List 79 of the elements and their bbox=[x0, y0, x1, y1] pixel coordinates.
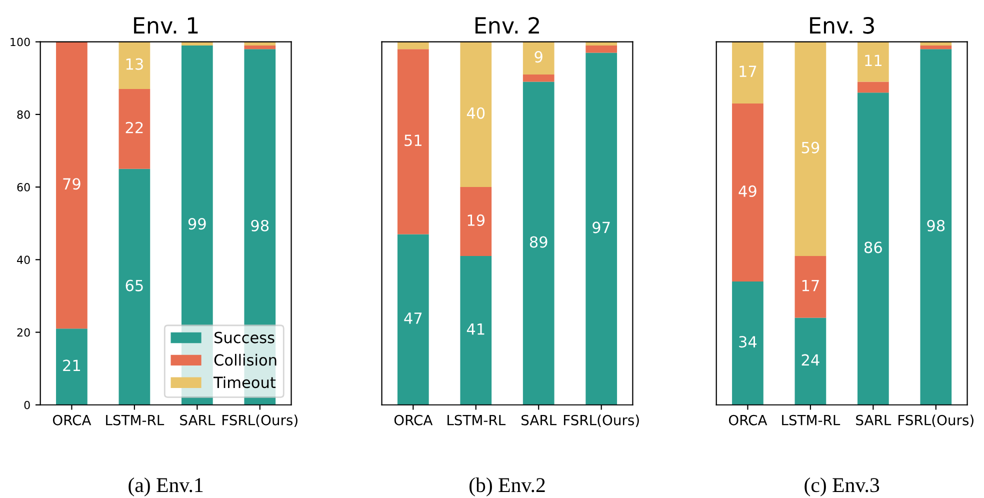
y-tick-label: 40 bbox=[17, 256, 30, 264]
bar bbox=[118, 42, 150, 90]
bar bbox=[460, 187, 492, 256]
bar bbox=[920, 45, 952, 50]
x-tick-label: FSRL(Ours) bbox=[898, 414, 974, 427]
x-tick-label: SARL bbox=[522, 414, 557, 426]
y-tick-label: 60 bbox=[17, 183, 30, 192]
legend-label: Timeout bbox=[213, 376, 276, 388]
data-label: 21 bbox=[63, 360, 80, 371]
bar bbox=[794, 318, 826, 405]
x-tick-label: ORCA bbox=[728, 414, 768, 426]
x-tick-label: LSTM-RL bbox=[106, 414, 164, 426]
data-label: 19 bbox=[468, 214, 485, 226]
x-tick-label: LSTM-RL bbox=[448, 414, 506, 426]
data-label: 13 bbox=[126, 58, 143, 70]
text: (c) Env.3 bbox=[804, 477, 880, 496]
bar bbox=[460, 256, 492, 405]
data-label: 89 bbox=[530, 236, 548, 248]
bar bbox=[586, 45, 618, 53]
x-tick-label: SARL bbox=[180, 414, 216, 426]
x-tick-label: LSTM-RL bbox=[782, 414, 840, 426]
bar bbox=[522, 42, 554, 75]
chart-title: Env. 3 bbox=[810, 17, 874, 34]
data-label: 17 bbox=[802, 280, 819, 292]
bar bbox=[397, 234, 429, 405]
data-label: 11 bbox=[865, 54, 882, 66]
y-tick-label: 20 bbox=[17, 328, 30, 337]
data-label: 59 bbox=[802, 142, 820, 154]
bar bbox=[56, 328, 88, 405]
bar bbox=[857, 42, 889, 82]
data-label: 97 bbox=[592, 222, 610, 234]
legend-label: Collision bbox=[214, 354, 276, 366]
bar bbox=[732, 281, 764, 405]
y-tick-label: 0 bbox=[24, 400, 30, 410]
y-tick-label: 80 bbox=[17, 110, 30, 119]
data-label: 41 bbox=[466, 324, 484, 335]
x-tick-label: FSRL(Ours) bbox=[222, 414, 298, 427]
data-label: 9 bbox=[534, 51, 542, 63]
x-tick-label: ORCA bbox=[394, 414, 433, 426]
data-label: 98 bbox=[251, 220, 269, 232]
data-label: 86 bbox=[864, 242, 882, 254]
chart-title: Env. 1 bbox=[134, 17, 198, 34]
bar bbox=[857, 92, 889, 405]
bar bbox=[397, 49, 429, 234]
data-label: 22 bbox=[126, 122, 143, 134]
data-label: 40 bbox=[466, 107, 485, 119]
data-label: 79 bbox=[63, 178, 80, 190]
x-tick-label: SARL bbox=[856, 414, 892, 426]
y-tick-label: 100 bbox=[10, 38, 30, 46]
bar bbox=[118, 89, 150, 169]
x-tick-label: ORCA bbox=[52, 414, 92, 426]
bar bbox=[920, 49, 952, 405]
bar bbox=[522, 82, 554, 405]
x-tick-label: FSRL(Ours) bbox=[564, 414, 639, 427]
bar bbox=[244, 45, 276, 50]
bar bbox=[522, 74, 554, 82]
bar bbox=[56, 42, 88, 329]
bar bbox=[794, 256, 826, 318]
bar bbox=[460, 42, 492, 188]
data-label: 49 bbox=[738, 185, 756, 197]
data-label: 47 bbox=[404, 312, 422, 324]
chart-title: Env. 2 bbox=[476, 17, 539, 34]
bar bbox=[118, 168, 150, 405]
data-label: 34 bbox=[739, 336, 757, 348]
data-label: 17 bbox=[740, 66, 756, 77]
bar bbox=[732, 42, 764, 104]
bar bbox=[732, 104, 764, 282]
data-label: 98 bbox=[927, 220, 945, 232]
text: (a) Env.1 bbox=[128, 477, 203, 496]
bar bbox=[397, 42, 429, 50]
data-label: 51 bbox=[404, 134, 422, 146]
text: (b) Env.2 bbox=[470, 477, 545, 496]
bar bbox=[794, 42, 826, 256]
data-label: 99 bbox=[188, 218, 206, 230]
bar bbox=[857, 82, 889, 93]
legend-label: Success bbox=[214, 332, 274, 344]
data-label: 65 bbox=[126, 280, 143, 292]
bar bbox=[586, 52, 618, 405]
data-label: 24 bbox=[802, 354, 820, 366]
